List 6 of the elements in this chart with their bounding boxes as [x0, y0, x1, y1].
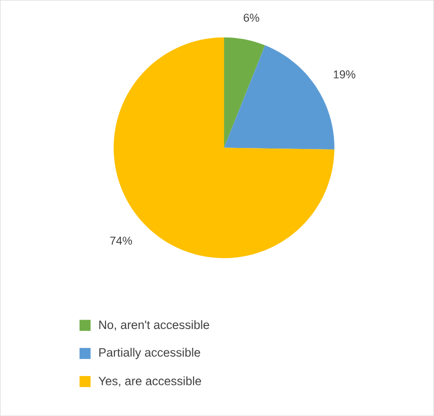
data-label: 74%	[110, 236, 132, 245]
legend-label: Partially accessible	[99, 348, 200, 360]
legend-label: Yes, are accessible	[98, 376, 202, 387]
data-label: 19%	[334, 70, 356, 78]
legend-label: No, aren't accessible	[99, 320, 210, 331]
data-label: 6%	[244, 14, 260, 22]
